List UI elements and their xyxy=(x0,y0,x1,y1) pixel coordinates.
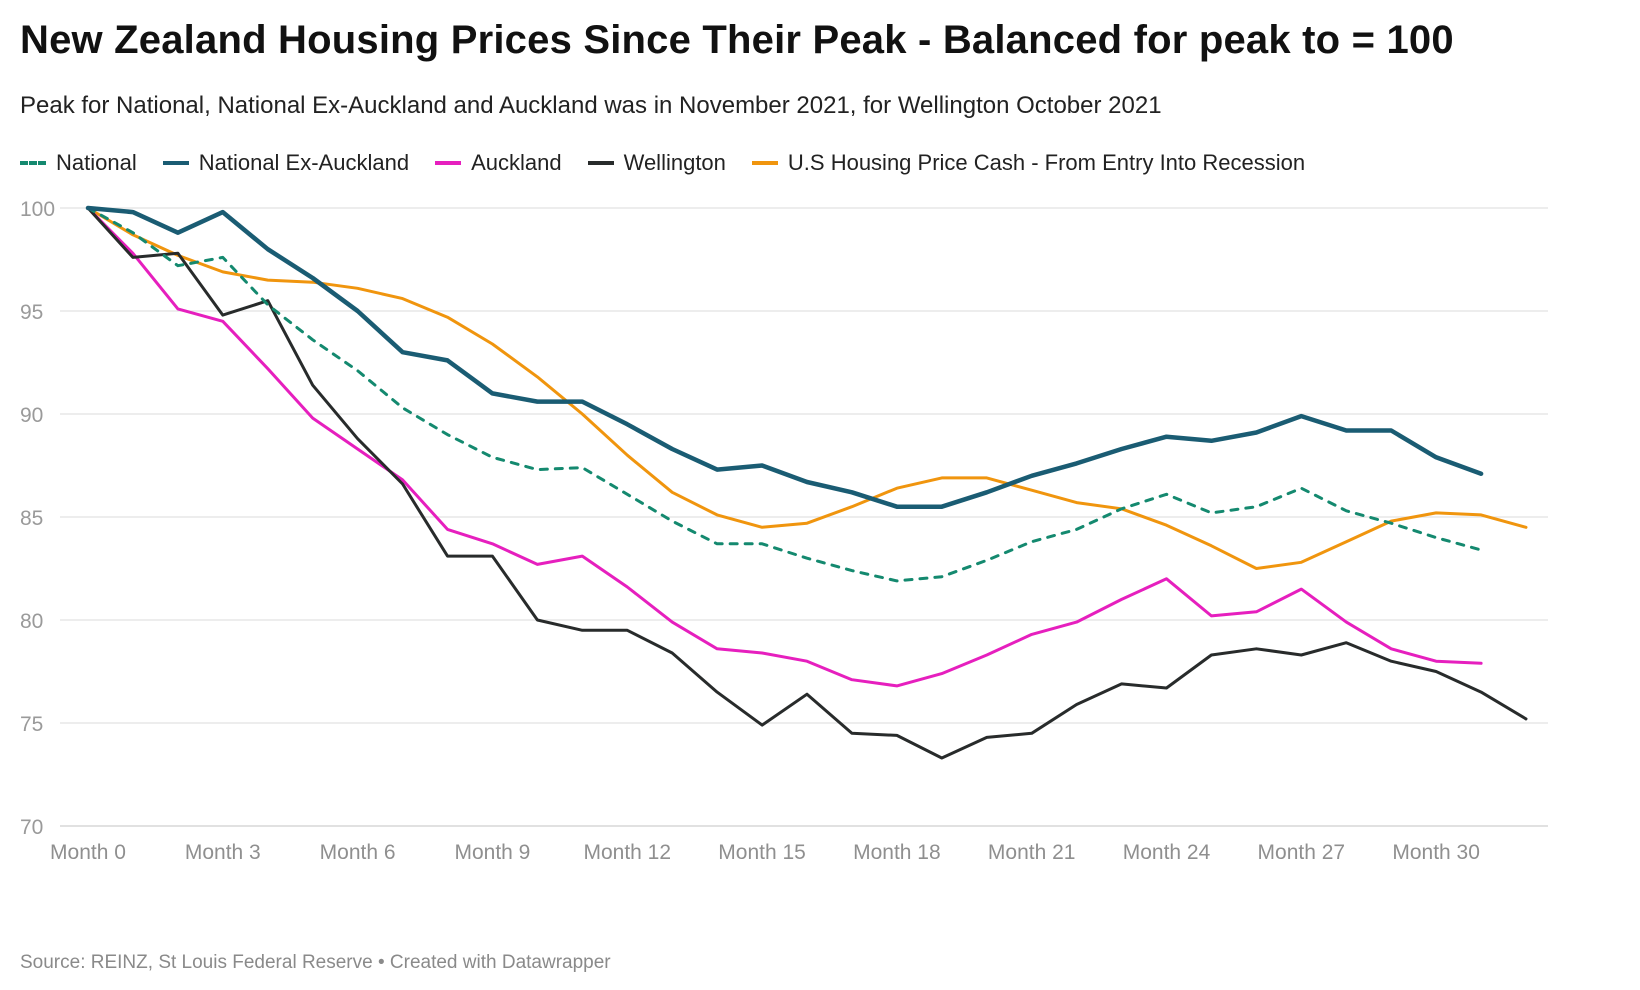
series-line-national xyxy=(86,206,1483,583)
legend-label: Auckland xyxy=(471,150,562,175)
legend-item: U.S Housing Price Cash - From Entry Into… xyxy=(751,150,1306,176)
y-tick-label: 75 xyxy=(20,713,43,736)
series-line-wellington xyxy=(86,206,1528,760)
x-tick-label: Month 12 xyxy=(583,841,671,864)
legend-label: National xyxy=(56,150,137,175)
legend-item: National Ex-Auckland xyxy=(162,150,410,176)
legend-label: Wellington xyxy=(623,150,726,175)
legend-label: U.S Housing Price Cash - From Entry Into… xyxy=(787,150,1306,175)
chart-legend: National National Ex-Auckland Auckland Well… xyxy=(20,150,1331,176)
legend-item: National xyxy=(20,150,137,176)
x-tick-label: Month 21 xyxy=(988,841,1076,864)
series-line-u-s-housing-price-cash-from-entry-into-recession xyxy=(86,206,1528,570)
line-chart: 70 75 80 85 90 95 100 Month 0 Month 3 Month 6 Mont… xyxy=(20,198,1548,864)
chart-title: New Zealand Housing Prices Since Their P… xyxy=(20,18,1454,62)
x-tick-label: Month 6 xyxy=(320,841,396,864)
y-tick-label: 100 xyxy=(20,198,55,221)
x-tick-label: Month 18 xyxy=(853,841,941,864)
x-tick-label: Month 30 xyxy=(1392,841,1480,864)
legend-item: Auckland xyxy=(435,150,562,176)
series-line-national-ex-auckland xyxy=(85,205,1484,509)
y-tick-label: 95 xyxy=(20,301,43,324)
y-tick-label: 80 xyxy=(20,610,43,633)
legend-item: Wellington xyxy=(587,150,726,176)
y-tick-label: 90 xyxy=(20,404,43,427)
x-tick-label: Month 24 xyxy=(1123,841,1211,864)
legend-swatch xyxy=(587,161,614,165)
chart-subtitle: Peak for National, National Ex-Auckland … xyxy=(20,92,1162,119)
series-line-auckland xyxy=(86,206,1483,688)
x-tick-label: Month 3 xyxy=(185,841,261,864)
legend-swatch xyxy=(20,161,46,165)
x-tick-label: Month 27 xyxy=(1258,841,1346,864)
chart-source: Source: REINZ, St Louis Federal Reserve … xyxy=(20,952,611,973)
legend-swatch xyxy=(435,161,462,165)
x-tick-label: Month 15 xyxy=(718,841,806,864)
y-tick-label: 70 xyxy=(20,816,43,839)
y-tick-label: 85 xyxy=(20,507,43,530)
legend-swatch xyxy=(751,161,778,165)
legend-swatch xyxy=(162,161,189,165)
x-tick-label: Month 0 xyxy=(50,841,126,864)
legend-label: National Ex-Auckland xyxy=(198,150,410,175)
x-tick-label: Month 9 xyxy=(454,841,530,864)
